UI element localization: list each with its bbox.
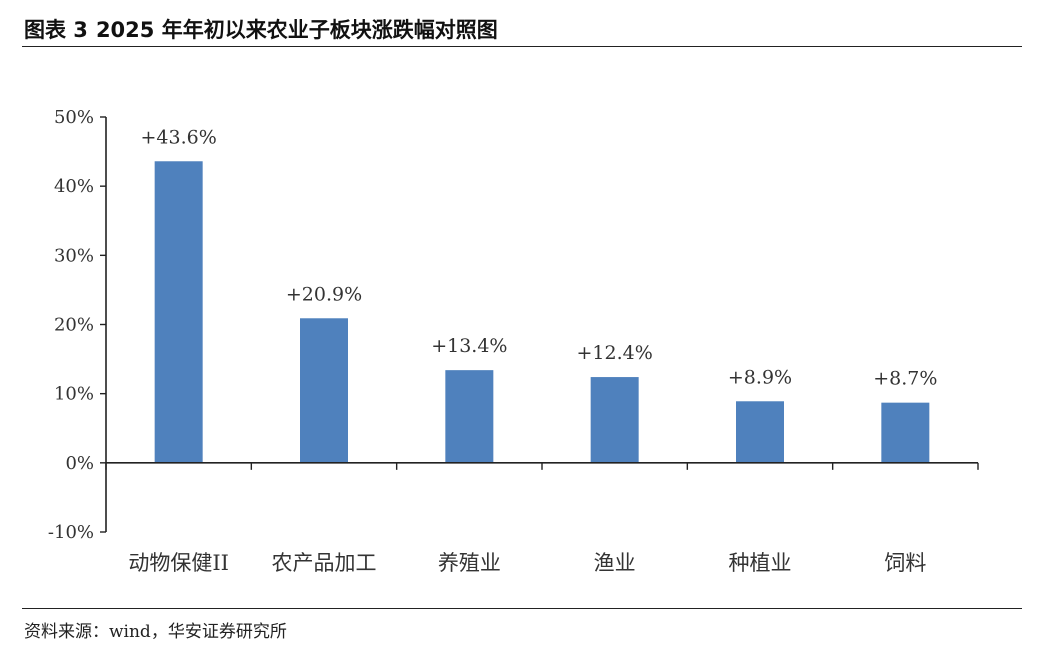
x-category-label: 渔业 (594, 551, 636, 575)
bar-value-label: +43.6% (141, 126, 217, 148)
x-category-label: 种植业 (729, 551, 792, 575)
header-rule (22, 46, 1022, 47)
x-category-label: 农产品加工 (272, 551, 377, 575)
bar (300, 318, 348, 463)
bar (154, 161, 203, 463)
x-axis-labels: 动物保健II 农产品加工 养殖业 渔业 种植业 饲料 (128, 551, 926, 575)
x-category-label: 饲料 (884, 551, 926, 575)
bar-value-label: +8.9% (728, 366, 792, 388)
bar (881, 402, 930, 463)
figure-title: 2025 年年初以来农业子板块涨跌幅对照图 (95, 18, 498, 42)
bar-value-label: +20.9% (286, 283, 362, 305)
y-tick-label: 20% (54, 315, 94, 336)
bar (445, 370, 494, 463)
figure-label: 图表 3 (24, 18, 88, 42)
bar-value-labels: +43.6% +20.9% +13.4% +12.4% +8.9% +8.7% (141, 126, 938, 389)
bar-value-label: +13.4% (431, 335, 507, 357)
source-note: 资料来源：wind，华安证券研究所 (24, 622, 287, 642)
y-tick-label: 30% (54, 245, 94, 266)
y-tick-label: 50% (54, 107, 94, 128)
bar-value-label: +12.4% (577, 342, 653, 364)
axes (105, 117, 979, 532)
figure-header: 图表 3 2025 年年初以来农业子板块涨跌幅对照图 (24, 14, 498, 44)
y-tick-label: 10% (54, 384, 94, 405)
x-category-label: 动物保健II (128, 551, 229, 575)
y-tick-label: 40% (54, 176, 94, 197)
y-tick-label: -10% (48, 522, 94, 543)
x-category-label: 养殖业 (438, 551, 501, 575)
y-axis-ticks: -10% 0% 10% 20% 30% 40% 50% (48, 107, 106, 543)
bar (590, 377, 639, 463)
bar (736, 401, 784, 463)
bar-value-label: +8.7% (873, 368, 937, 390)
y-tick-label: 0% (65, 453, 94, 474)
footer-rule (22, 608, 1022, 609)
bars (154, 161, 930, 463)
